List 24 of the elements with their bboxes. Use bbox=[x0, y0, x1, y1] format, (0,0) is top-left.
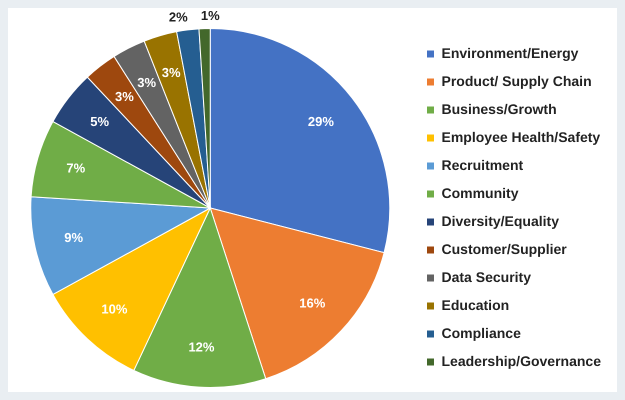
legend-label: Education bbox=[441, 296, 510, 313]
legend-label: Employee Health/Safety bbox=[441, 128, 600, 145]
data-label: 10% bbox=[101, 302, 128, 317]
legend-label: Data Security bbox=[441, 268, 532, 285]
data-label: 12% bbox=[188, 339, 215, 354]
data-label: 9% bbox=[64, 230, 84, 246]
data-label: 3% bbox=[162, 65, 182, 80]
data-label: 5% bbox=[90, 114, 110, 129]
legend-label: Environment/Energy bbox=[441, 44, 579, 61]
legend-label: Diversity/Equality bbox=[441, 212, 560, 229]
legend-label: Business/Growth bbox=[441, 100, 557, 117]
legend-label: Customer/Supplier bbox=[441, 240, 568, 257]
data-label: 2% bbox=[168, 10, 188, 25]
data-label: 16% bbox=[299, 295, 326, 310]
data-label: 1% bbox=[200, 8, 220, 24]
legend-label: Product/ Supply Chain bbox=[441, 72, 592, 89]
legend-label: Recruitment bbox=[441, 156, 524, 173]
data-label: 29% bbox=[308, 114, 334, 129]
data-label: 3% bbox=[137, 74, 157, 90]
legend-label: Leadership/Governance bbox=[441, 352, 602, 369]
data-label: 7% bbox=[66, 160, 86, 176]
legend-label: Compliance bbox=[441, 324, 522, 341]
data-label: 3% bbox=[115, 88, 134, 104]
legend-label: Community bbox=[441, 184, 519, 201]
